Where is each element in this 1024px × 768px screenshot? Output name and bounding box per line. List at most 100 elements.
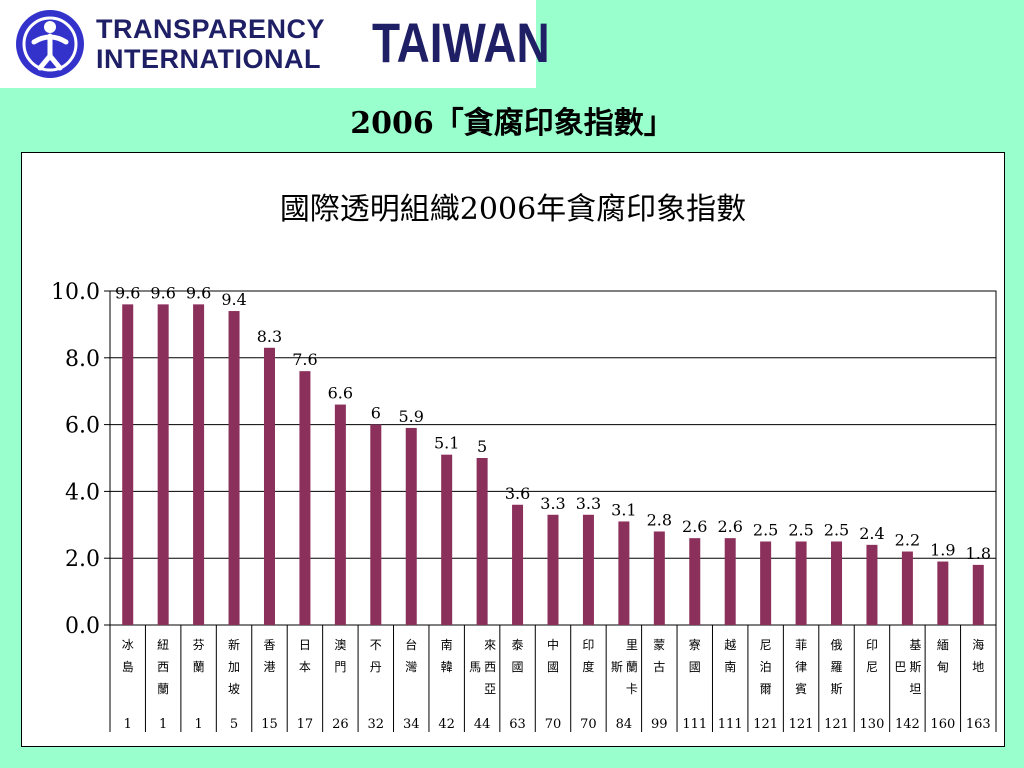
bar bbox=[795, 541, 807, 625]
x-rank-label: 84 bbox=[616, 717, 633, 732]
data-label: 3.3 bbox=[576, 494, 601, 513]
x-rank-label: 44 bbox=[474, 717, 491, 732]
x-rank-label: 34 bbox=[403, 717, 420, 732]
data-label: 3.3 bbox=[540, 494, 565, 513]
globe-figure-icon bbox=[16, 10, 84, 78]
data-label: 6.6 bbox=[328, 384, 353, 403]
data-label: 2.8 bbox=[647, 510, 672, 529]
x-rank-label: 121 bbox=[824, 717, 849, 732]
bar bbox=[618, 521, 630, 625]
bar bbox=[547, 514, 559, 625]
bar bbox=[157, 304, 169, 625]
data-label: 2.6 bbox=[717, 517, 742, 536]
bar bbox=[724, 538, 736, 625]
x-category-label: 巴基斯坦 bbox=[894, 638, 921, 696]
x-rank-label: 26 bbox=[332, 717, 349, 732]
x-category-label: 越南 bbox=[724, 638, 736, 674]
bar bbox=[831, 541, 843, 625]
bar bbox=[263, 347, 275, 625]
x-category-label: 台灣 bbox=[405, 637, 417, 674]
x-category-label: 南韓 bbox=[441, 637, 453, 674]
data-label: 9.6 bbox=[186, 283, 211, 302]
data-label: 1.8 bbox=[966, 544, 991, 563]
bar bbox=[405, 427, 417, 625]
data-label: 5.9 bbox=[399, 407, 424, 426]
x-category-label: 冰島 bbox=[122, 638, 134, 674]
x-category-label: 緬甸 bbox=[937, 638, 949, 674]
x-rank-label: 111 bbox=[682, 717, 707, 732]
x-rank-label: 70 bbox=[580, 717, 597, 732]
x-category-label: 印度 bbox=[582, 638, 594, 674]
bar bbox=[937, 561, 949, 625]
bar bbox=[512, 504, 524, 625]
data-label: 2.5 bbox=[753, 521, 778, 540]
x-category-label: 泰國 bbox=[512, 638, 524, 674]
bar bbox=[653, 531, 665, 625]
y-tick-label: 0.0 bbox=[65, 614, 100, 639]
logo-text-line2: INTERNATIONAL bbox=[96, 44, 321, 74]
bar bbox=[299, 371, 311, 625]
x-rank-label: 130 bbox=[860, 717, 885, 732]
data-label: 2.5 bbox=[788, 521, 813, 540]
x-rank-label: 163 bbox=[966, 717, 991, 732]
x-rank-label: 70 bbox=[545, 717, 562, 732]
bar bbox=[689, 538, 701, 625]
bar-chart: 國際透明組織2006年貪腐印象指數 0.0 2.0 4.0 6.0 8.0 10.0 9.6 冰… bbox=[51, 192, 997, 732]
data-label: 2.4 bbox=[859, 524, 884, 543]
x-rank-label: 42 bbox=[438, 717, 455, 732]
x-category-label: 海地 bbox=[972, 637, 984, 674]
x-category-label: 菲律賓 bbox=[795, 638, 807, 696]
data-label: 3.1 bbox=[611, 500, 636, 519]
x-category-label: 澳門 bbox=[334, 638, 346, 674]
bar bbox=[122, 304, 134, 625]
data-label: 2.2 bbox=[895, 531, 920, 550]
x-category-label: 新加坡 bbox=[228, 637, 240, 696]
x-category-label: 寮國 bbox=[689, 637, 701, 674]
x-rank-label: 63 bbox=[509, 717, 526, 732]
x-rank-label: 1 bbox=[194, 717, 202, 732]
bar bbox=[972, 564, 984, 625]
data-label: 5.1 bbox=[434, 434, 459, 453]
slide-title: 2006「貪腐印象指數」 bbox=[350, 106, 674, 141]
x-rank-label: 32 bbox=[368, 717, 385, 732]
x-category-label: 印尼 bbox=[866, 638, 878, 674]
logo-banner: TRANSPARENCY INTERNATIONAL TAIWAN bbox=[0, 0, 550, 88]
data-label: 9.6 bbox=[150, 283, 175, 302]
data-label: 2.6 bbox=[682, 517, 707, 536]
x-category-label: 中國 bbox=[547, 637, 559, 674]
x-rank-label: 15 bbox=[261, 717, 278, 732]
x-category-label: 俄羅斯 bbox=[831, 638, 843, 696]
bar bbox=[334, 404, 346, 625]
bar bbox=[760, 541, 772, 625]
y-tick-label: 4.0 bbox=[65, 480, 100, 505]
x-category-label: 尼泊爾 bbox=[760, 638, 772, 696]
logo-text-line1: TRANSPARENCY bbox=[96, 14, 326, 44]
data-label: 1.9 bbox=[930, 541, 955, 560]
x-rank-label: 121 bbox=[753, 717, 778, 732]
x-rank-label: 142 bbox=[895, 717, 920, 732]
x-category-label: 芬蘭 bbox=[193, 638, 205, 674]
data-label: 7.6 bbox=[292, 350, 317, 369]
x-rank-label: 160 bbox=[930, 717, 955, 732]
bar bbox=[370, 424, 382, 625]
bar bbox=[901, 551, 913, 625]
x-category-label: 蒙古 bbox=[653, 638, 665, 674]
bar bbox=[228, 311, 240, 625]
data-label: 6 bbox=[371, 404, 381, 423]
x-rank-label: 17 bbox=[297, 717, 314, 732]
x-rank-label: 5 bbox=[230, 717, 238, 732]
x-rank-label: 1 bbox=[159, 717, 167, 732]
bar bbox=[476, 458, 488, 625]
y-tick-label: 10.0 bbox=[51, 280, 100, 305]
logo-country-text: TAIWAN bbox=[372, 11, 550, 74]
y-tick-label: 2.0 bbox=[65, 547, 100, 572]
bar bbox=[441, 454, 453, 625]
data-label: 2.5 bbox=[824, 521, 849, 540]
x-category-label: 日本 bbox=[299, 638, 311, 674]
bar bbox=[866, 544, 878, 625]
chart-title: 國際透明組織2006年貪腐印象指數 bbox=[280, 192, 746, 227]
x-rank-label: 1 bbox=[124, 717, 132, 732]
x-rank-label: 121 bbox=[789, 717, 814, 732]
chart-frame: 國際透明組織2006年貪腐印象指數 0.0 2.0 4.0 6.0 8.0 10.0 9.6 冰… bbox=[21, 152, 1005, 747]
x-category-label: 不丹 bbox=[370, 638, 382, 674]
